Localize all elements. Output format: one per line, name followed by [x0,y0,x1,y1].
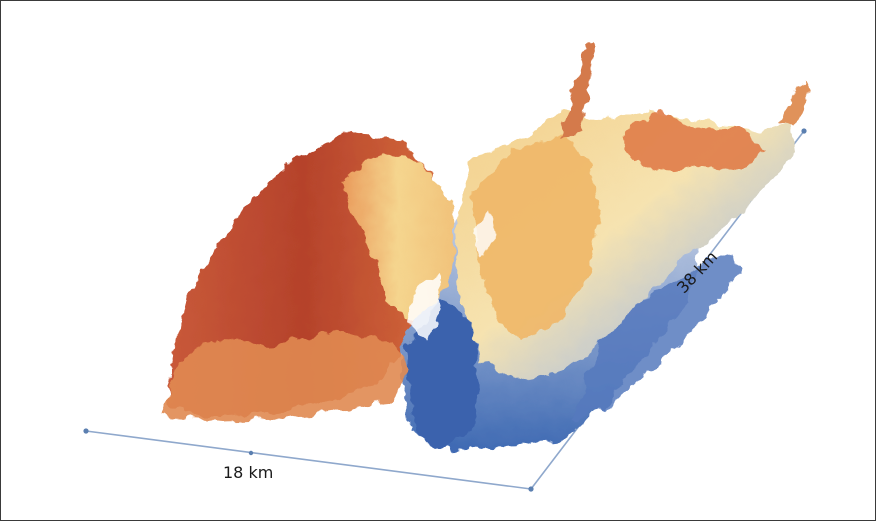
terrain-mesh [161,41,807,451]
endpoint-marker [528,486,534,492]
endpoint-marker [801,128,807,134]
x-extent-line [85,430,532,490]
midpoint-marker [248,450,254,456]
endpoint-marker [83,428,89,434]
x-extent-label: 18 km [223,463,274,482]
